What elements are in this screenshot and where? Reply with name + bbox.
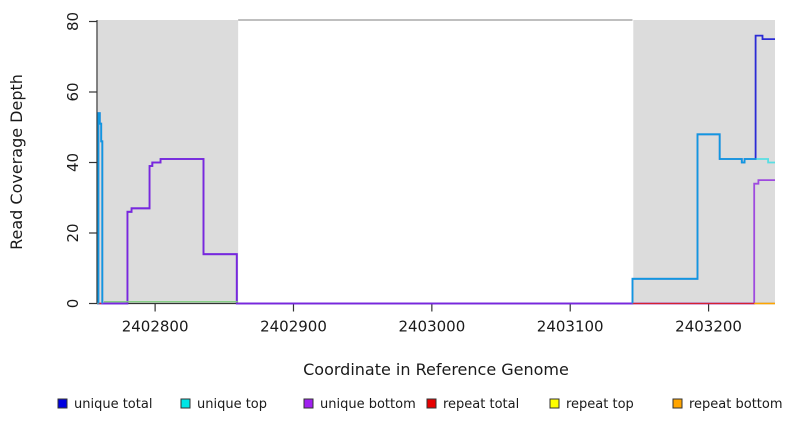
legend-label-unique-bottom: unique bottom	[320, 397, 416, 412]
series-lines	[97, 34, 775, 305]
y-axis-title: Read Coverage Depth	[7, 74, 26, 250]
x-tick-label: 2403200	[675, 318, 742, 336]
tick-labels: 2402800 2402900 2403000 2403100 2403200 0 20 40…	[64, 12, 742, 336]
shaded-regions	[97, 20, 775, 304]
legend-swatch-repeat-total	[426, 398, 437, 409]
legend-swatch-unique-top	[180, 398, 191, 409]
legend-label-unique-total: unique total	[74, 397, 152, 412]
legend-swatch-repeat-bottom	[672, 398, 683, 409]
x-axis-title: Coordinate in Reference Genome	[303, 360, 569, 379]
y-tick-label: 20	[64, 223, 82, 242]
x-tick-label: 2402900	[260, 318, 327, 336]
x-tick-label: 2402800	[122, 318, 189, 336]
repeat-region-right	[633, 20, 775, 304]
series-line-unique-bottom	[97, 158, 775, 305]
y-tick-label: 60	[64, 82, 82, 101]
series-line-unique-top	[97, 112, 104, 305]
x-tick-label: 2403000	[398, 318, 465, 336]
y-tick-label: 80	[64, 12, 82, 31]
legend-swatch-unique-total	[57, 398, 68, 409]
legend: unique total unique top unique bottom repea…	[57, 397, 783, 412]
y-tick-label: 0	[64, 299, 82, 309]
legend-label-repeat-top: repeat top	[566, 397, 634, 412]
series-line-unique-top	[631, 133, 775, 304]
repeat-region-left	[97, 20, 239, 304]
legend-label-repeat-total: repeat total	[443, 397, 519, 412]
legend-swatch-unique-bottom	[303, 398, 314, 409]
legend-swatch-repeat-top	[549, 398, 560, 409]
y-tick-label: 40	[64, 153, 82, 172]
legend-label-unique-top: unique top	[197, 397, 267, 412]
x-tick-label: 2403100	[537, 318, 604, 336]
legend-label-repeat-bottom: repeat bottom	[689, 397, 783, 412]
